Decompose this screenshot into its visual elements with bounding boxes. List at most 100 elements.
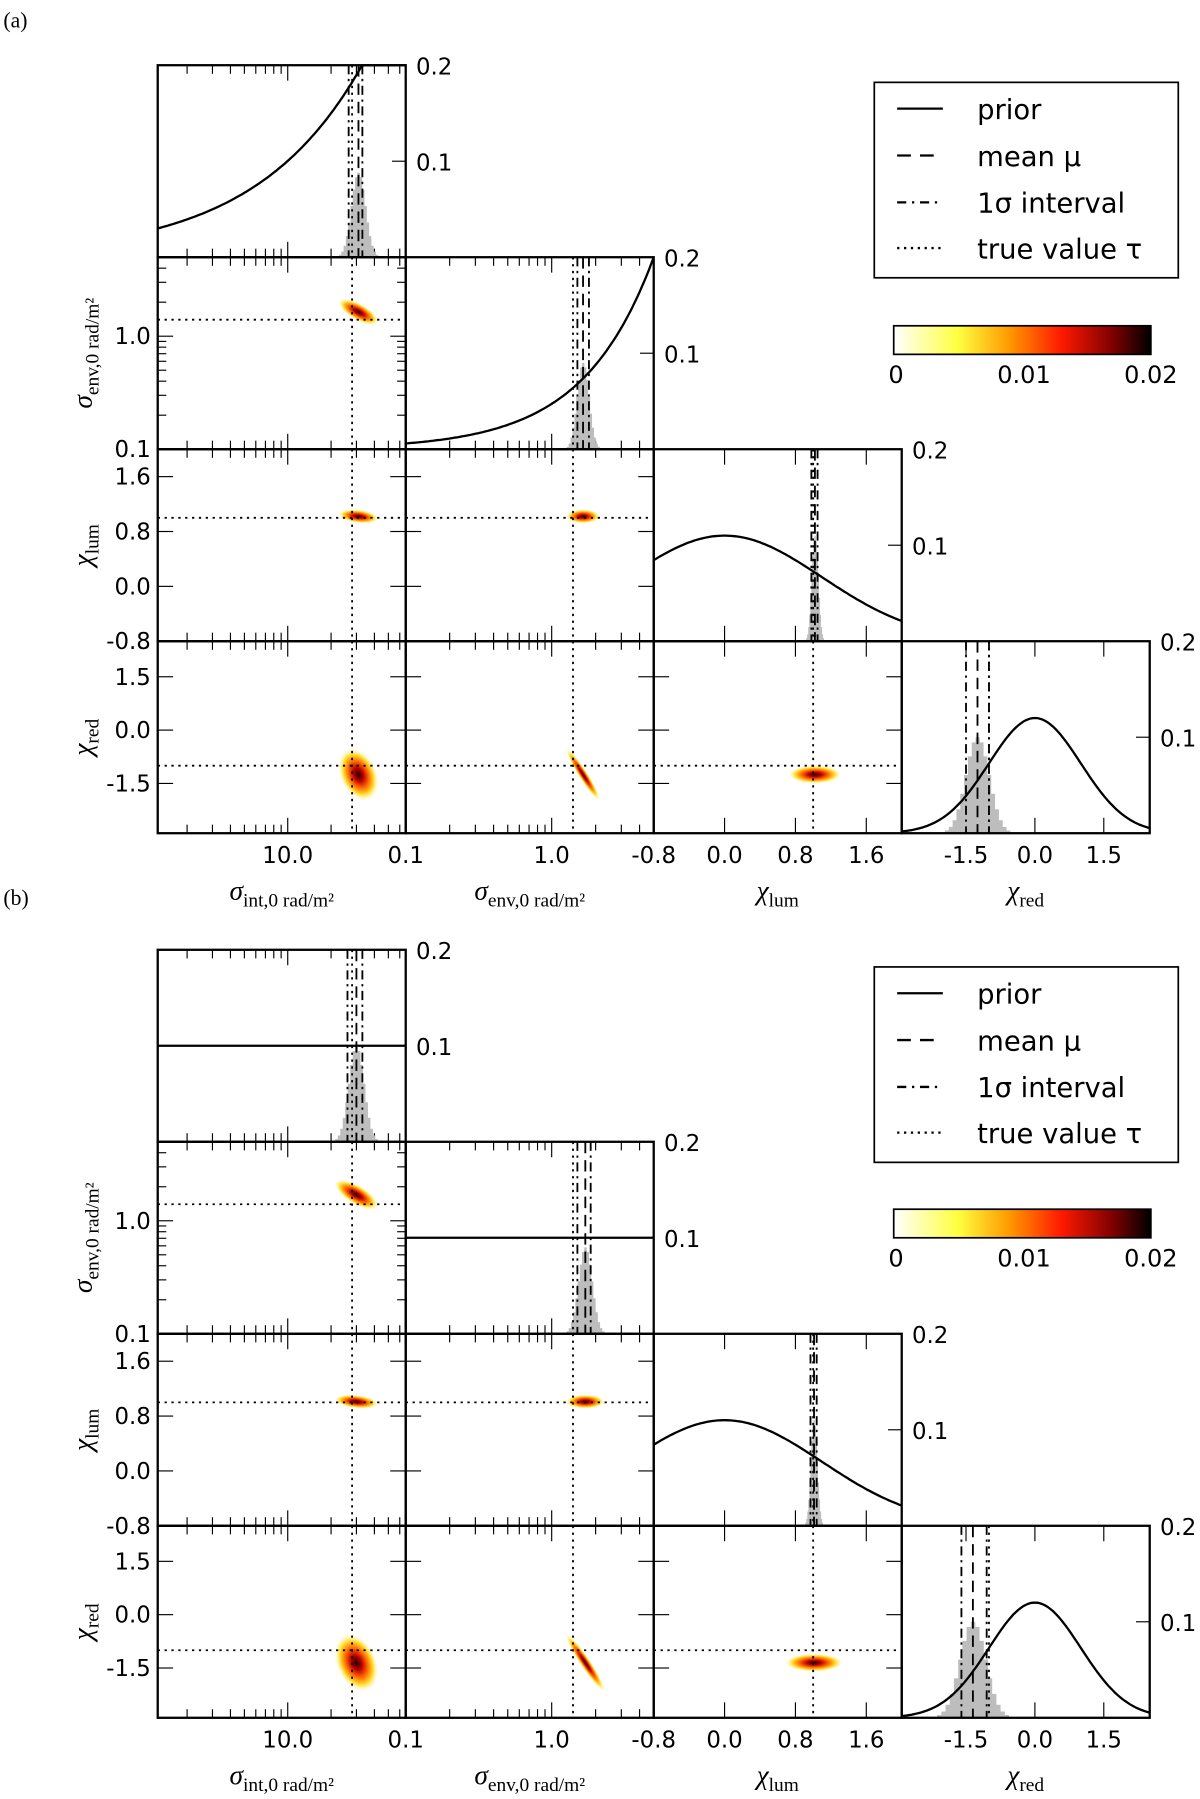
posterior-density-blob xyxy=(565,1633,606,1693)
histogram-bar xyxy=(979,742,984,834)
x-tick-label: 0.0 xyxy=(706,1727,742,1753)
y-axis-label: χlum xyxy=(67,1409,103,1454)
histogram-bar xyxy=(953,1678,959,1718)
y-tick-label: -1.5 xyxy=(106,1656,151,1682)
histogram-bar xyxy=(807,634,809,642)
posterior-density-blob xyxy=(565,747,601,802)
histogram-bar xyxy=(359,177,363,258)
x-tick-label: 0.1 xyxy=(388,843,424,869)
histogram-bar xyxy=(991,1693,997,1718)
posterior-density-blob xyxy=(337,509,380,524)
histogram-bar xyxy=(593,1298,596,1334)
histogram-bar xyxy=(352,1050,356,1142)
histogram-bar xyxy=(584,367,587,450)
legend-mean-label: mean μ xyxy=(977,1026,1081,1057)
histogram-bar xyxy=(962,1640,967,1718)
colorbar-tick-1: 0.01 xyxy=(997,361,1050,389)
panel-frame xyxy=(404,1524,655,1719)
histogram-bar xyxy=(983,1659,988,1718)
x-axis-label: σint,0 rad/m² xyxy=(229,1760,334,1796)
histogram-bar xyxy=(945,1704,951,1718)
y-axis-label: σenv,0 rad/m² xyxy=(67,1182,103,1293)
diag-y-tick-label: 0.2 xyxy=(1160,1515,1196,1541)
diagonal-panel-2: 0.1 0.2 xyxy=(652,1323,948,1527)
histogram-bar xyxy=(1002,826,1007,834)
histogram-bar xyxy=(812,556,814,642)
colorbar xyxy=(892,1208,1152,1239)
diagonal-panel-0: 0.1 0.2 xyxy=(156,54,452,259)
pair-panel-2-0: -0.8 0.0 0.8 1.6 χlum xyxy=(67,1332,407,1540)
y-tick-label: -0.8 xyxy=(106,629,151,655)
histogram-bar xyxy=(574,413,577,450)
diag-y-tick-label: 0.1 xyxy=(1160,726,1196,752)
histogram-bar xyxy=(585,380,589,450)
figure-label-b: (b) xyxy=(3,886,28,910)
panel-frame xyxy=(404,640,655,835)
pair-panel-2-0: -0.8 0.0 0.8 1.6 χlum xyxy=(67,448,407,655)
histogram-bar xyxy=(819,1511,822,1526)
histogram-bar xyxy=(948,826,953,834)
pair-panel-2-1 xyxy=(404,1332,655,1527)
panel-frame xyxy=(900,1524,1151,1719)
posterior-density-blob xyxy=(565,509,601,524)
x-tick-label: 0.0 xyxy=(1017,1727,1053,1753)
histogram-bar xyxy=(355,177,358,258)
colorbar-tick-2: 0.02 xyxy=(1124,1244,1177,1272)
histogram-bar xyxy=(822,638,825,642)
legend-box xyxy=(873,81,1180,279)
histogram-bar xyxy=(348,222,351,258)
x-tick-label: 1.5 xyxy=(1086,1727,1122,1753)
legend-interval-label: 1σ interval xyxy=(977,1073,1125,1104)
histogram-bar xyxy=(347,1083,351,1142)
histogram-bar xyxy=(990,793,996,834)
y-tick-label: 1.0 xyxy=(115,1209,151,1235)
y-tick-label: -0.8 xyxy=(106,1514,151,1540)
x-axis-label: χred xyxy=(1004,1760,1044,1796)
diagonal-panel-3: 0.1 0.2 -1.5 0.0 1.5 χred xyxy=(900,1515,1196,1796)
y-axis-label: χred xyxy=(67,1603,103,1643)
histogram-bar xyxy=(573,1312,576,1334)
y-tick-label: 0.0 xyxy=(115,1603,151,1629)
histogram-bar xyxy=(805,1522,807,1526)
histogram-bar xyxy=(362,1083,366,1142)
legend-true-label: true value τ xyxy=(977,1119,1142,1150)
panel-frame xyxy=(156,256,407,451)
panel-frame xyxy=(652,1332,903,1527)
prior-curve xyxy=(901,1601,1151,1718)
histogram-bar xyxy=(568,443,571,450)
diagonal-panel-1: 0.1 0.2 xyxy=(404,1131,700,1335)
prior-curve xyxy=(405,256,655,445)
diag-y-tick-label: 0.2 xyxy=(912,438,948,464)
panel-frame xyxy=(900,640,1151,835)
diag-y-tick-label: 0.1 xyxy=(416,150,452,176)
histogram-bar xyxy=(811,1441,813,1526)
pair-panel-3-2: -0.8 0.0 0.8 1.6 χlum xyxy=(631,1524,903,1796)
prior-curve xyxy=(157,64,406,230)
x-tick-label: -0.8 xyxy=(631,843,676,869)
histogram-bar xyxy=(818,1499,821,1526)
y-tick-label: 0.1 xyxy=(115,437,151,463)
posterior-density-blob xyxy=(334,1633,379,1693)
histogram-bar xyxy=(589,413,593,450)
histogram-bar xyxy=(588,1264,592,1334)
x-axis-label: σenv,0 rad/m² xyxy=(474,1760,585,1796)
x-tick-label: 0.0 xyxy=(1017,843,1053,869)
colorbar-a: 0 0.01 0.02 xyxy=(888,324,1178,389)
histogram-bar xyxy=(601,1331,605,1334)
x-axis-label: χlum xyxy=(754,875,799,911)
x-axis-label: χlum xyxy=(754,1760,799,1796)
y-tick-label: 0.8 xyxy=(115,519,151,545)
histogram-bar xyxy=(975,1626,980,1718)
histogram-bar xyxy=(820,1518,823,1526)
panel-frame xyxy=(404,1332,655,1527)
legend-mean-label: mean μ xyxy=(977,142,1081,173)
histogram-bar xyxy=(809,614,811,642)
legend-box xyxy=(873,966,1180,1164)
prior-curve xyxy=(653,1419,903,1507)
histogram-bar xyxy=(590,1281,594,1334)
histogram-bar xyxy=(595,443,598,450)
x-tick-label: 10.0 xyxy=(262,843,313,869)
legend-b: prior mean μ 1σ interval true value τ xyxy=(873,966,1180,1164)
legend-true-label: true value τ xyxy=(977,234,1142,265)
histogram-bar xyxy=(364,205,367,258)
